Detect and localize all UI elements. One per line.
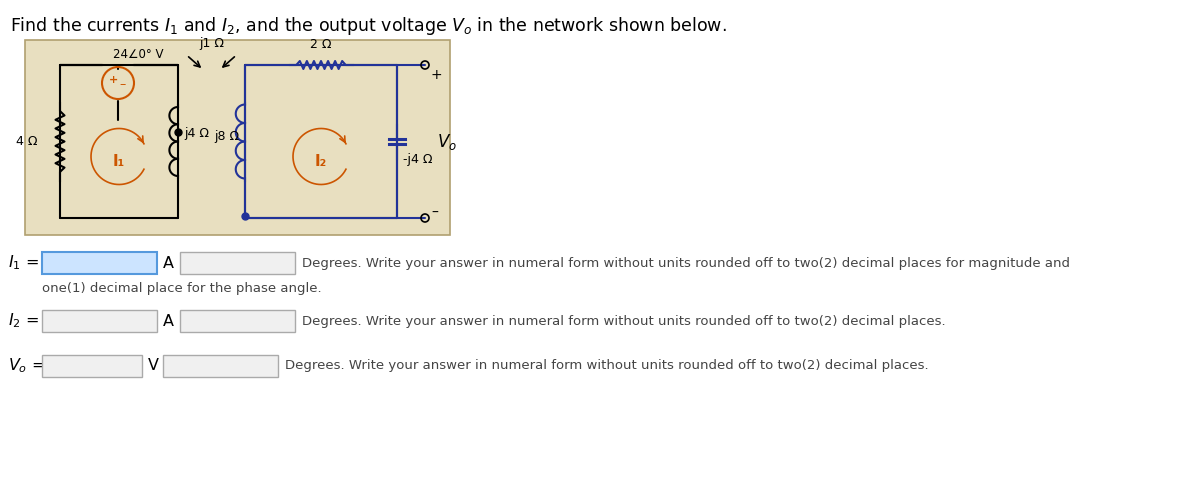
Text: V: V	[148, 358, 158, 373]
Text: –: –	[431, 206, 438, 220]
Text: A: A	[163, 314, 174, 328]
Text: -j4 Ω: -j4 Ω	[403, 153, 432, 166]
Text: Degrees. Write your answer in numeral form without units rounded off to two(2) d: Degrees. Write your answer in numeral fo…	[286, 359, 929, 372]
Text: $V_o$ =: $V_o$ =	[8, 357, 46, 375]
FancyBboxPatch shape	[42, 252, 157, 274]
Text: j8 Ω: j8 Ω	[214, 130, 239, 143]
Text: Degrees. Write your answer in numeral form without units rounded off to two(2) d: Degrees. Write your answer in numeral fo…	[302, 315, 946, 327]
Text: j1 Ω: j1 Ω	[199, 37, 224, 50]
Text: $I_2$ =: $I_2$ =	[8, 312, 40, 330]
Text: +: +	[109, 75, 119, 85]
FancyBboxPatch shape	[42, 355, 142, 377]
Text: $V_o$: $V_o$	[437, 131, 457, 152]
Text: +: +	[431, 68, 443, 82]
Text: $I_1$ =: $I_1$ =	[8, 254, 40, 272]
FancyBboxPatch shape	[42, 310, 157, 332]
Text: 24∠0° V: 24∠0° V	[113, 48, 163, 61]
Bar	[25, 40, 450, 235]
FancyBboxPatch shape	[163, 355, 278, 377]
Text: 4 Ω: 4 Ω	[17, 135, 38, 148]
Text: 2 Ω: 2 Ω	[311, 38, 331, 51]
FancyBboxPatch shape	[180, 252, 295, 274]
FancyBboxPatch shape	[180, 310, 295, 332]
Text: A: A	[163, 256, 174, 271]
Text: I₂: I₂	[314, 154, 328, 169]
Text: –: –	[120, 78, 126, 91]
Text: Degrees. Write your answer in numeral form without units rounded off to two(2) d: Degrees. Write your answer in numeral fo…	[302, 257, 1070, 270]
Text: I₁: I₁	[113, 154, 125, 169]
Text: Find the currents $I_1$ and $I_2$, and the output voltage $V_o$ in the network s: Find the currents $I_1$ and $I_2$, and t…	[10, 15, 727, 37]
Text: j4 Ω: j4 Ω	[184, 127, 209, 140]
Text: one(1) decimal place for the phase angle.: one(1) decimal place for the phase angle…	[42, 282, 322, 295]
